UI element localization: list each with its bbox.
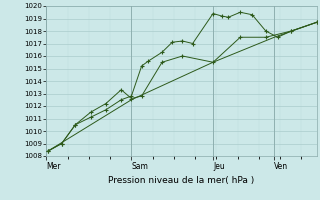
X-axis label: Pression niveau de la mer( hPa ): Pression niveau de la mer( hPa ) [108,176,255,185]
